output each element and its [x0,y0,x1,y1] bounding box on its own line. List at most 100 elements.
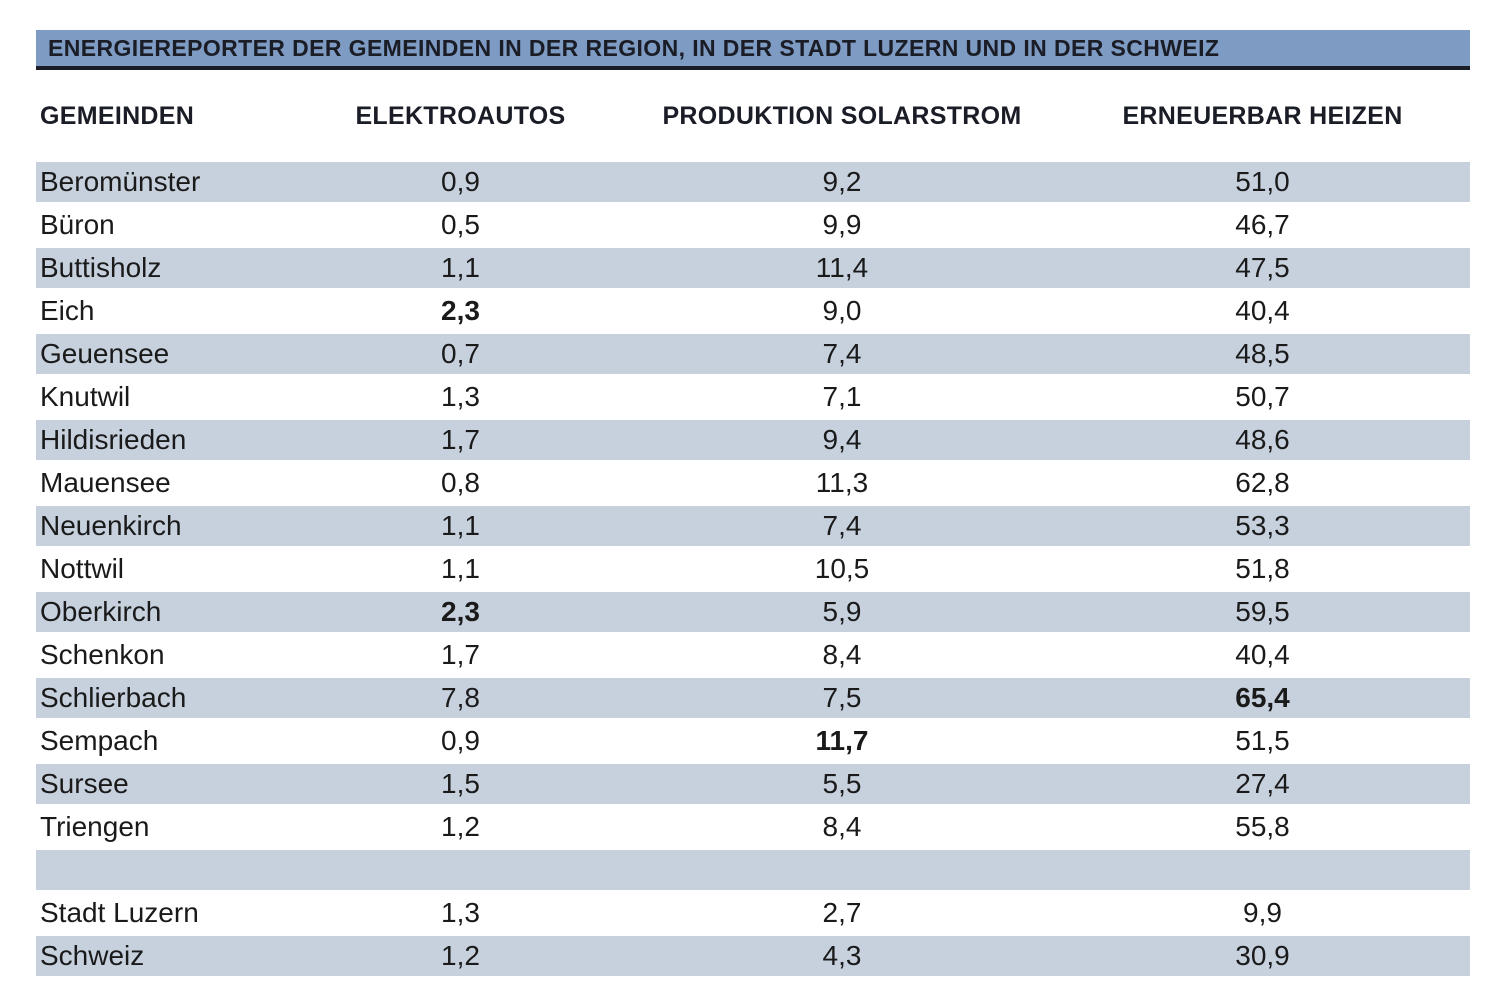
gemeinde-cell: Neuenkirch [40,510,182,541]
elektroautos-cell: 0,8 [441,467,480,498]
elektroautos-cell: 0,9 [441,725,480,756]
table-row: Schweiz 1,2 4,3 30,9 [36,936,1470,976]
elektroautos-cell: 7,8 [441,682,480,713]
gemeinde-cell: Schenkon [40,639,165,670]
table-row: Geuensee 0,7 7,4 48,5 [36,334,1470,374]
heizen-cell: 53,3 [1235,510,1290,541]
elektroautos-cell: 0,5 [441,209,480,240]
heizen-cell: 55,8 [1235,811,1290,842]
elektroautos-cell: 0,7 [441,338,480,369]
solarstrom-cell: 7,5 [822,682,862,713]
solarstrom-cell: 9,4 [822,424,862,455]
gemeinde-cell: Sempach [40,725,159,756]
solarstrom-cell: 5,9 [822,596,862,627]
column-header-elektroautos: ELEKTROAUTOS [355,101,566,130]
table-row: Büron 0,5 9,9 46,7 [36,205,1470,245]
solarstrom-cell: 9,2 [822,166,862,197]
elektroautos-cell: 1,5 [441,768,480,799]
elektroautos-cell: 2,3 [441,596,480,627]
gemeinde-cell: Geuensee [40,338,170,369]
gemeinde-cell: Triengen [40,811,150,842]
heizen-cell: 48,5 [1235,338,1290,369]
elektroautos-cell: 1,3 [441,381,480,412]
heizen-cell: 50,7 [1235,381,1290,412]
elektroautos-cell: 1,1 [441,510,480,541]
gemeinde-cell: Schweiz [40,940,145,971]
column-header-produktion-solarstrom: PRODUKTION SOLARSTROM [662,101,1022,130]
solarstrom-cell: 10,5 [814,553,870,584]
heizen-cell: 48,6 [1235,424,1290,455]
solarstrom-cell: 8,4 [822,639,862,670]
gemeinde-cell: Mauensee [40,467,171,498]
table-row: Mauensee 0,8 11,3 62,8 [36,463,1470,503]
gemeinde-cell: Nottwil [40,553,125,584]
solarstrom-cell: 11,4 [815,252,869,283]
table-row: Knutwil 1,3 7,1 50,7 [36,377,1470,417]
gemeinde-cell: Knutwil [40,381,131,412]
table-row: Sempach 0,9 11,7 51,5 [36,721,1470,761]
heizen-cell: 46,7 [1235,209,1290,240]
gemeinde-cell: Eich [40,295,95,326]
solarstrom-cell: 7,1 [822,381,862,412]
gemeinde-cell: Beromünster [40,166,201,197]
solarstrom-cell: 11,7 [815,725,869,756]
gemeinde-cell: Oberkirch [40,596,162,627]
solarstrom-cell: 7,4 [822,338,862,369]
elektroautos-cell: 1,2 [441,811,480,842]
table-row: Schlierbach 7,8 7,5 65,4 [36,678,1470,718]
gemeinde-cell: Stadt Luzern [40,897,199,928]
heizen-cell [1055,850,1470,890]
table-row: Eich 2,3 9,0 40,4 [36,291,1470,331]
table-row: Beromünster 0,9 9,2 51,0 [36,162,1470,202]
heizen-cell: 59,5 [1235,596,1290,627]
gemeinde-cell: Buttisholz [40,252,162,283]
table-row: Neuenkirch 1,1 7,4 53,3 [36,506,1470,546]
solarstrom-cell: 2,7 [822,897,862,928]
gemeinde-cell [36,850,292,890]
heizen-cell: 62,8 [1235,467,1290,498]
elektroautos-cell: 1,2 [441,940,480,971]
energy-table: GEMEINDEN ELEKTROAUTOS PRODUKTION SOLARS… [36,70,1470,979]
table-title: ENERGIEREPORTER DER GEMEINDEN IN DER REG… [48,35,1220,61]
heizen-cell: 47,5 [1235,252,1290,283]
heizen-cell: 51,5 [1235,725,1290,756]
solarstrom-cell: 8,4 [822,811,862,842]
column-header-erneuerbar-heizen: ERNEUERBAR HEIZEN [1122,101,1403,130]
solarstrom-cell: 9,9 [822,209,862,240]
solarstrom-cell: 5,5 [822,768,862,799]
table-row: Triengen 1,2 8,4 55,8 [36,807,1470,847]
heizen-cell: 9,9 [1243,897,1282,928]
table-body: Beromünster 0,9 9,2 51,0 Büron 0,5 9,9 4… [36,162,1470,976]
title-bar: ENERGIEREPORTER DER GEMEINDEN IN DER REG… [36,30,1470,70]
heizen-cell: 51,8 [1235,553,1290,584]
elektroautos-cell: 1,1 [441,252,480,283]
heizen-cell: 40,4 [1235,639,1290,670]
solarstrom-cell [629,850,1055,890]
table-row: Sursee 1,5 5,5 27,4 [36,764,1470,804]
solarstrom-cell: 11,3 [815,467,869,498]
heizen-cell: 65,4 [1235,682,1290,713]
solarstrom-cell: 7,4 [822,510,862,541]
elektroautos-cell [292,850,629,890]
elektroautos-cell: 2,3 [441,295,480,326]
elektroautos-cell: 1,3 [441,897,480,928]
heizen-cell: 27,4 [1235,768,1290,799]
gemeinde-cell: Schlierbach [40,682,187,713]
header-row: GEMEINDEN ELEKTROAUTOS PRODUKTION SOLARS… [36,73,1470,159]
elektroautos-cell: 1,7 [441,424,480,455]
table-row: Nottwil 1,1 10,5 51,8 [36,549,1470,589]
gemeinde-cell: Hildisrieden [40,424,187,455]
spacer-row [36,850,1470,890]
solarstrom-cell: 9,0 [822,295,862,326]
elektroautos-cell: 0,9 [441,166,480,197]
table-row: Buttisholz 1,1 11,4 47,5 [36,248,1470,288]
heizen-cell: 30,9 [1235,940,1290,971]
table-row: Oberkirch 2,3 5,9 59,5 [36,592,1470,632]
elektroautos-cell: 1,1 [441,553,480,584]
gemeinde-cell: Sursee [40,768,129,799]
solarstrom-cell: 4,3 [822,940,862,971]
heizen-cell: 51,0 [1235,166,1290,197]
table-row: Schenkon 1,7 8,4 40,4 [36,635,1470,675]
table-row: Hildisrieden 1,7 9,4 48,6 [36,420,1470,460]
